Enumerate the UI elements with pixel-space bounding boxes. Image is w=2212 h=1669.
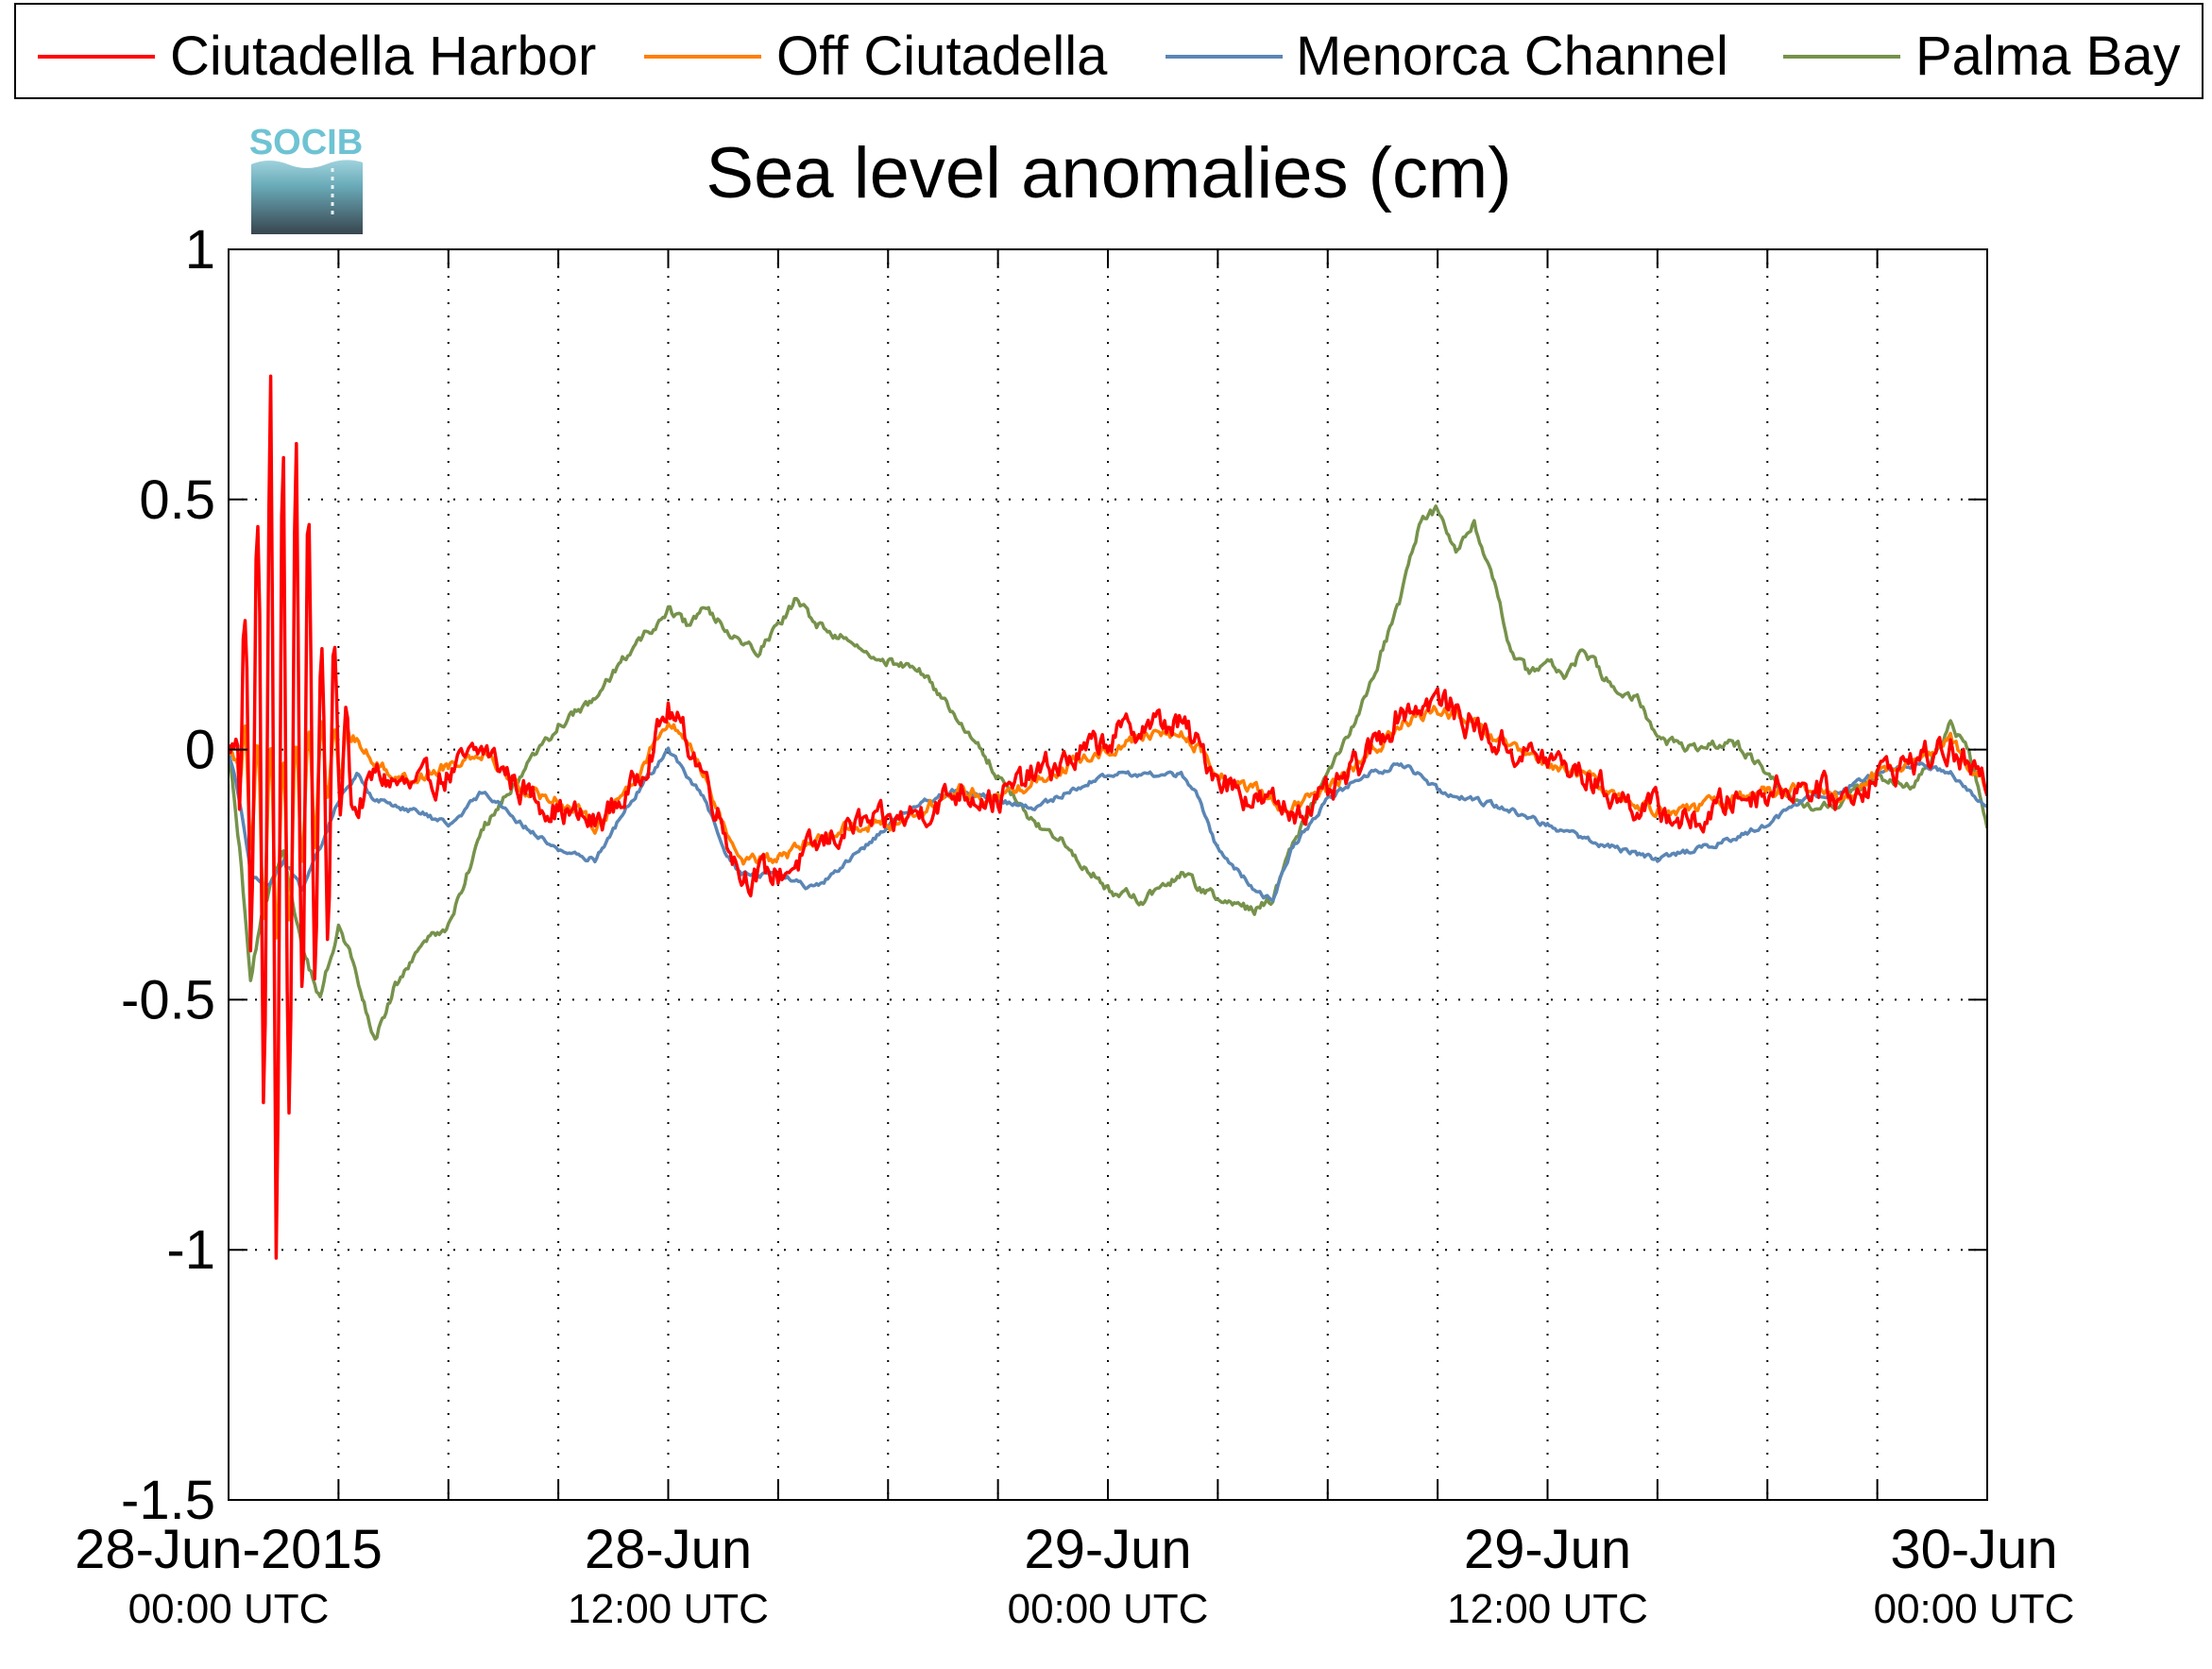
- series-line-palma-bay: [229, 504, 1987, 1041]
- legend-item-menorca-channel: Menorca Channel: [1166, 26, 1728, 87]
- legend-label: Ciutadella Harbor: [170, 26, 596, 87]
- x-tick-time-label: 00:00 UTC: [1874, 1586, 2075, 1632]
- x-tick-time-label: 12:00 UTC: [1447, 1586, 1648, 1632]
- y-tick-label: -0.5: [121, 969, 215, 1030]
- logo-text: SOCIB: [249, 123, 363, 162]
- axis-ticks: [228, 248, 1988, 1501]
- x-tick-date-label: 29-Jun: [1464, 1519, 1631, 1580]
- x-tick-date-label: 30-Jun: [1890, 1519, 2057, 1580]
- logo-wave-icon: [251, 160, 363, 234]
- chart-title: Sea level anomalies (cm): [706, 133, 1511, 213]
- legend-item-off-ciutadella: Off Ciutadella: [644, 26, 1108, 87]
- y-tick-label: 0: [185, 720, 215, 781]
- grid: [229, 249, 1987, 1500]
- legend-item-ciutadella-harbor: Ciutadella Harbor: [38, 26, 596, 87]
- y-tick-labels: 1 0.5 0 -0.5 -1 -1.5: [121, 219, 215, 1531]
- y-tick-label: -1.5: [121, 1470, 215, 1531]
- series-line-menorca-channel: [229, 746, 1987, 903]
- x-tick-date-label: 29-Jun: [1024, 1519, 1191, 1580]
- series-group: [229, 374, 1987, 1260]
- plot-frame: [228, 248, 1988, 1501]
- y-tick-label: 1: [185, 219, 215, 281]
- x-tick-time-label: 00:00 UTC: [1008, 1586, 1209, 1632]
- legend-label: Off Ciutadella: [776, 26, 1108, 87]
- legend-item-palma-bay: Palma Bay: [1783, 26, 2180, 87]
- legend-label: Menorca Channel: [1296, 26, 1728, 87]
- legend-box: [14, 3, 2203, 99]
- series-line-ciutadella-harbor: [229, 374, 1987, 1260]
- legend-label: Palma Bay: [1915, 26, 2180, 87]
- x-tick-date-label: 28-Jun-2015: [75, 1519, 383, 1580]
- series-line-off-ciutadella: [229, 705, 1987, 940]
- x-tick-time-label: 12:00 UTC: [568, 1586, 769, 1632]
- legend: Ciutadella Harbor Off Ciutadella Menorca…: [14, 3, 2203, 99]
- y-tick-label: 0.5: [139, 469, 215, 531]
- x-tick-labels: 28-Jun-2015 00:00 UTC 28-Jun 12:00 UTC 29-Ju…: [75, 1519, 2074, 1632]
- y-tick-label: -1: [166, 1219, 215, 1281]
- socib-logo: SOCIB: [249, 123, 363, 234]
- x-tick-date-label: 28-Jun: [585, 1519, 752, 1580]
- x-tick-time-label: 00:00 UTC: [128, 1586, 330, 1632]
